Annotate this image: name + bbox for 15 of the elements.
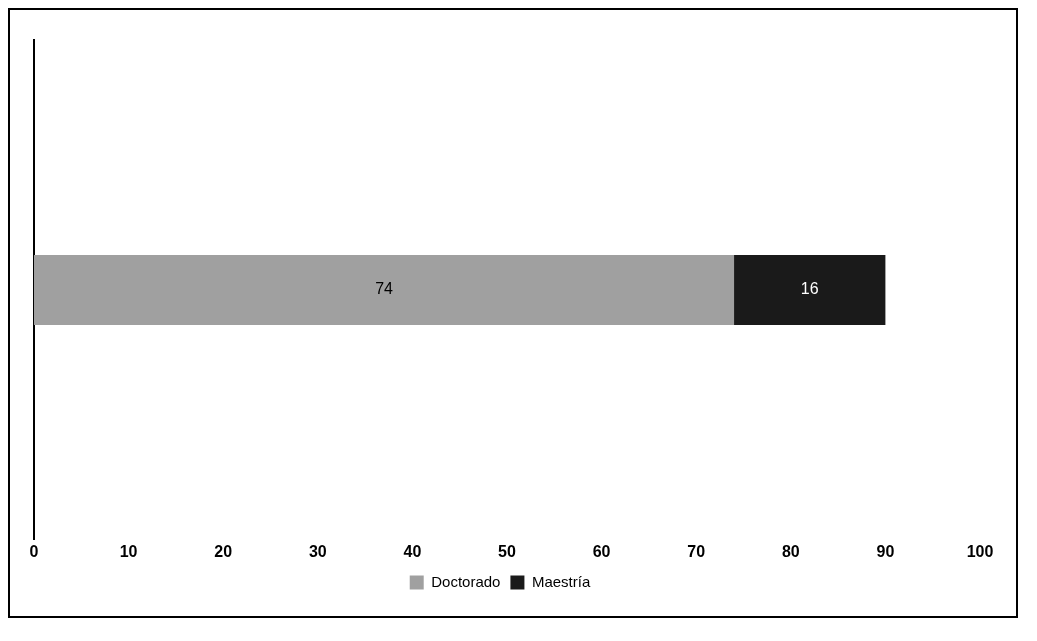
x-tick-label: 60 xyxy=(592,542,611,560)
x-tick-label: 40 xyxy=(403,542,422,560)
x-tick-label: 100 xyxy=(966,542,994,560)
legend-label: Maestría xyxy=(531,572,591,590)
x-tick-label: 0 xyxy=(29,542,39,560)
x-tick-label: 80 xyxy=(781,542,800,560)
x-tick-label: 30 xyxy=(308,542,327,560)
x-tick-label: 90 xyxy=(876,542,895,560)
data-label: 16 xyxy=(800,280,819,298)
x-tick-label: 20 xyxy=(214,542,233,560)
x-tick-label: 70 xyxy=(687,542,706,560)
legend-label: Doctorado xyxy=(431,572,501,590)
x-tick-label: 10 xyxy=(119,542,138,560)
x-tick-label: 50 xyxy=(498,542,516,560)
data-label: 74 xyxy=(375,280,394,298)
